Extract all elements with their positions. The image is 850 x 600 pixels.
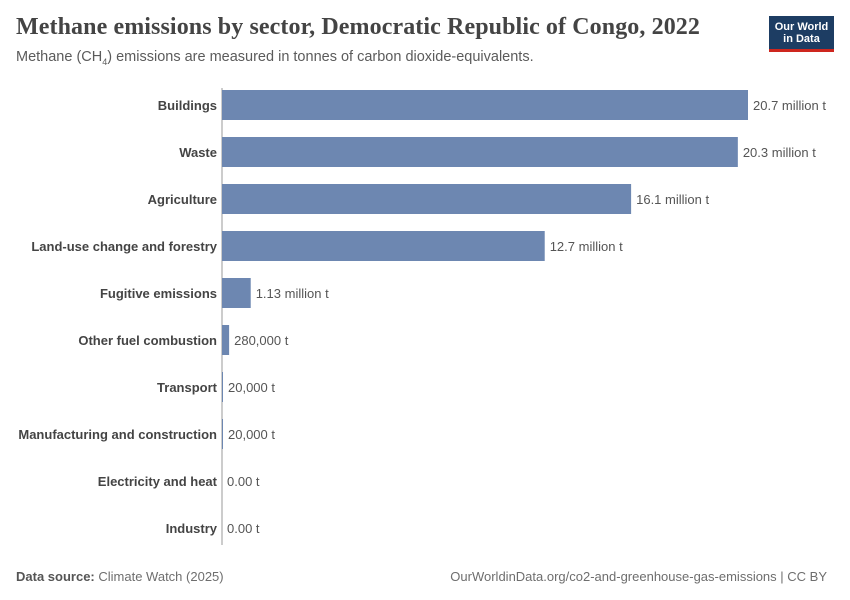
bar-buildings[interactable] (222, 90, 748, 120)
category-label-fugitive-emissions: Fugitive emissions (100, 286, 217, 301)
bar-transport[interactable] (222, 372, 223, 402)
data-source-value[interactable]: Climate Watch (2025) (98, 569, 224, 584)
bar-land-use-change-and-forestry[interactable] (222, 231, 545, 261)
value-label-other-fuel-combustion: 280,000 t (234, 333, 289, 348)
data-source: Data source: Climate Watch (2025) (16, 569, 224, 584)
value-label-industry: 0.00 t (227, 521, 260, 536)
chart-title: Methane emissions by sector, Democratic … (16, 14, 701, 40)
logo-line-2: in Data (783, 33, 820, 45)
category-label-transport: Transport (157, 380, 218, 395)
value-label-waste: 20.3 million t (743, 145, 816, 160)
category-label-waste: Waste (179, 145, 217, 160)
bar-manufacturing-and-construction[interactable] (222, 419, 223, 449)
category-label-land-use-change-and-forestry: Land-use change and forestry (31, 239, 217, 254)
category-label-agriculture: Agriculture (148, 192, 217, 207)
subtitle-subscript: 4 (102, 56, 108, 67)
subtitle-text-end: ) emissions are measured in tonnes of ca… (107, 49, 534, 65)
bar-other-fuel-combustion[interactable] (222, 325, 230, 355)
bar-waste[interactable] (222, 137, 738, 167)
category-label-electricity-and-heat: Electricity and heat (98, 474, 218, 489)
logo-line-1: Our World (774, 21, 829, 33)
value-label-buildings: 20.7 million t (753, 98, 826, 113)
bar-fugitive-emissions[interactable] (222, 278, 251, 308)
value-label-fugitive-emissions: 1.13 million t (256, 286, 329, 301)
bar-chart: Buildings 20.7 million t Waste 20.3 million… (18, 88, 826, 545)
subtitle-text-start: Methane (CH (16, 49, 103, 65)
category-label-buildings: Buildings (158, 98, 217, 113)
value-label-agriculture: 16.1 million t (636, 192, 709, 207)
url-license[interactable]: OurWorldinData.org/co2-and-greenhouse-ga… (450, 569, 827, 584)
chart-subtitle: Methane (CH4) emissions are measured in … (16, 49, 534, 67)
owid-logo[interactable]: Our World in Data (769, 16, 834, 52)
category-label-industry: Industry (166, 521, 218, 536)
value-label-transport: 20,000 t (228, 380, 275, 395)
value-label-manufacturing-and-construction: 20,000 t (228, 427, 275, 442)
bar-agriculture[interactable] (222, 184, 632, 214)
data-source-label: Data source: (16, 569, 95, 584)
category-label-manufacturing-and-construction: Manufacturing and construction (18, 427, 217, 442)
value-label-land-use-change-and-forestry: 12.7 million t (550, 239, 623, 254)
category-label-other-fuel-combustion: Other fuel combustion (78, 333, 217, 348)
value-label-electricity-and-heat: 0.00 t (227, 474, 260, 489)
